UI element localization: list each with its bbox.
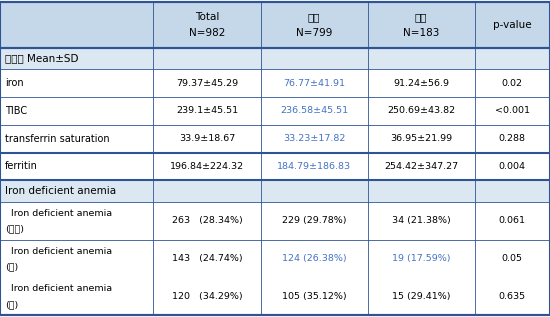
Bar xyxy=(475,2,550,48)
Text: 0.004: 0.004 xyxy=(499,162,526,171)
Text: Total: Total xyxy=(195,12,219,22)
Bar xyxy=(0,125,153,152)
Text: 0.635: 0.635 xyxy=(499,292,526,301)
Text: 196.84±224.32: 196.84±224.32 xyxy=(170,162,244,171)
Bar xyxy=(367,97,475,125)
Text: iron: iron xyxy=(5,78,24,88)
Text: <0.001: <0.001 xyxy=(495,107,530,115)
Text: 36.95±21.99: 36.95±21.99 xyxy=(390,134,452,143)
Text: 0.061: 0.061 xyxy=(499,217,526,225)
Bar xyxy=(0,2,153,48)
Bar xyxy=(153,97,261,125)
Bar xyxy=(261,125,367,152)
Bar xyxy=(367,69,475,97)
Text: (남): (남) xyxy=(5,262,18,271)
Text: 0.05: 0.05 xyxy=(502,254,523,263)
Text: 124 (26.38%): 124 (26.38%) xyxy=(282,254,346,263)
Text: 229 (29.78%): 229 (29.78%) xyxy=(282,217,346,225)
Text: N=183: N=183 xyxy=(403,28,439,37)
Bar xyxy=(0,240,153,277)
Text: N=982: N=982 xyxy=(189,28,225,37)
Bar xyxy=(475,202,550,240)
Text: Iron deficient anemia: Iron deficient anemia xyxy=(5,284,112,293)
Text: 184.79±186.83: 184.79±186.83 xyxy=(277,162,351,171)
Bar xyxy=(367,277,475,315)
Text: N=799: N=799 xyxy=(296,28,332,37)
Bar xyxy=(367,2,475,48)
Text: 0.288: 0.288 xyxy=(499,134,526,143)
Text: 76.77±41.91: 76.77±41.91 xyxy=(283,79,345,88)
Text: ferritin: ferritin xyxy=(5,161,38,171)
Bar xyxy=(475,125,550,152)
Text: Iron deficient anemia: Iron deficient anemia xyxy=(5,247,112,256)
Bar xyxy=(475,97,550,125)
Text: 뇌사: 뇌사 xyxy=(415,12,427,22)
Text: 254.42±347.27: 254.42±347.27 xyxy=(384,162,458,171)
Bar xyxy=(0,152,153,180)
Text: 239.1±45.51: 239.1±45.51 xyxy=(176,107,238,115)
Text: 120   (34.29%): 120 (34.29%) xyxy=(172,292,243,301)
Text: 263   (28.34%): 263 (28.34%) xyxy=(172,217,243,225)
Text: 34 (21.38%): 34 (21.38%) xyxy=(392,217,450,225)
Bar xyxy=(367,240,475,277)
Text: 236.58±45.51: 236.58±45.51 xyxy=(280,107,348,115)
Bar xyxy=(0,277,153,315)
Bar xyxy=(153,2,261,48)
Text: Iron deficient anemia: Iron deficient anemia xyxy=(5,209,112,218)
Bar xyxy=(475,69,550,97)
Text: 143   (24.74%): 143 (24.74%) xyxy=(172,254,243,263)
Text: Iron deficient anemia: Iron deficient anemia xyxy=(5,186,116,196)
Bar xyxy=(367,202,475,240)
Bar xyxy=(261,277,367,315)
Bar xyxy=(153,240,261,277)
Bar xyxy=(261,240,367,277)
Text: p-value: p-value xyxy=(493,20,532,30)
Bar xyxy=(475,152,550,180)
Bar xyxy=(475,240,550,277)
Text: 생체: 생체 xyxy=(308,12,320,22)
Bar xyxy=(261,152,367,180)
Bar xyxy=(0,48,550,69)
Text: (전체): (전체) xyxy=(5,225,24,234)
Text: transferrin saturation: transferrin saturation xyxy=(5,134,109,144)
Bar xyxy=(261,69,367,97)
Bar xyxy=(367,125,475,152)
Text: 79.37±45.29: 79.37±45.29 xyxy=(176,79,238,88)
Text: 수여자 Mean±SD: 수여자 Mean±SD xyxy=(5,54,79,63)
Text: 91.24±56.9: 91.24±56.9 xyxy=(393,79,449,88)
Text: (여): (여) xyxy=(5,300,18,309)
Text: TIBC: TIBC xyxy=(5,106,27,116)
Bar xyxy=(0,202,153,240)
Text: 15 (29.41%): 15 (29.41%) xyxy=(392,292,450,301)
Bar xyxy=(153,69,261,97)
Bar xyxy=(153,152,261,180)
Bar xyxy=(153,125,261,152)
Text: 250.69±43.82: 250.69±43.82 xyxy=(387,107,455,115)
Bar xyxy=(475,277,550,315)
Bar xyxy=(153,202,261,240)
Text: 105 (35.12%): 105 (35.12%) xyxy=(282,292,346,301)
Text: 19 (17.59%): 19 (17.59%) xyxy=(392,254,450,263)
Text: 0.02: 0.02 xyxy=(502,79,523,88)
Bar xyxy=(261,2,367,48)
Bar xyxy=(0,97,153,125)
Bar xyxy=(0,69,153,97)
Bar xyxy=(153,277,261,315)
Bar xyxy=(0,180,550,202)
Bar xyxy=(261,97,367,125)
Bar xyxy=(261,202,367,240)
Text: 33.23±17.82: 33.23±17.82 xyxy=(283,134,345,143)
Bar xyxy=(367,152,475,180)
Text: 33.9±18.67: 33.9±18.67 xyxy=(179,134,235,143)
